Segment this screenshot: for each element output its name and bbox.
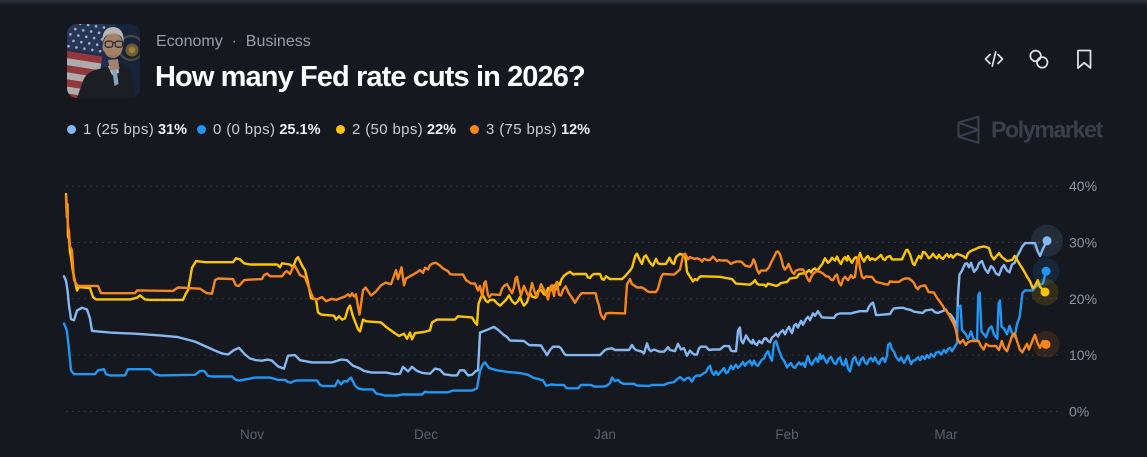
svg-text:30%: 30% bbox=[1069, 235, 1097, 251]
svg-text:10%: 10% bbox=[1069, 347, 1097, 363]
svg-text:20%: 20% bbox=[1069, 291, 1097, 307]
svg-text:0%: 0% bbox=[1069, 403, 1089, 419]
svg-text:Polymarket: Polymarket bbox=[991, 116, 1104, 142]
svg-text:Mar: Mar bbox=[934, 427, 958, 442]
svg-text:Dec: Dec bbox=[414, 427, 438, 442]
svg-text:Nov: Nov bbox=[240, 427, 264, 442]
svg-text:40%: 40% bbox=[1069, 178, 1097, 194]
svg-text:Jan: Jan bbox=[594, 427, 616, 442]
svg-text:Feb: Feb bbox=[775, 427, 798, 442]
